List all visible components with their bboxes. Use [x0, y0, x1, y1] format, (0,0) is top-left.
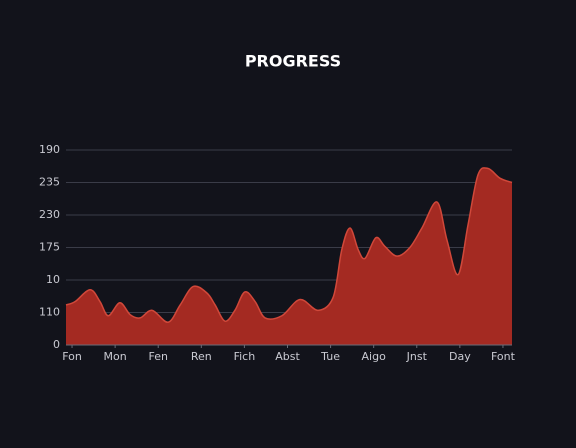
x-tick-label: Aigo	[362, 350, 387, 363]
x-tick-label: Fen	[148, 350, 167, 363]
y-tick-label: 10	[46, 273, 60, 286]
x-tick-label: Tue	[320, 350, 340, 363]
y-tick-label: 230	[39, 208, 60, 221]
y-tick-label: 190	[39, 143, 60, 156]
x-tick-label: Fon	[62, 350, 82, 363]
x-tick-label: Day	[449, 350, 471, 363]
y-tick-label: 110	[39, 306, 60, 319]
y-tick-label: 0	[53, 338, 60, 351]
x-tick-label: Jnst	[406, 350, 428, 363]
area-line	[65, 167, 513, 323]
x-tick-label: Ren	[191, 350, 212, 363]
x-tick-label: Fich	[234, 350, 256, 363]
chart-title: PROGRESS	[245, 52, 341, 71]
x-tick-label: Font	[491, 350, 516, 363]
y-tick-label: 235	[39, 176, 60, 189]
x-tick-label: Abst	[275, 350, 300, 363]
area	[66, 167, 512, 345]
y-tick-label: 175	[39, 241, 60, 254]
x-tick-label: Mon	[104, 350, 127, 363]
